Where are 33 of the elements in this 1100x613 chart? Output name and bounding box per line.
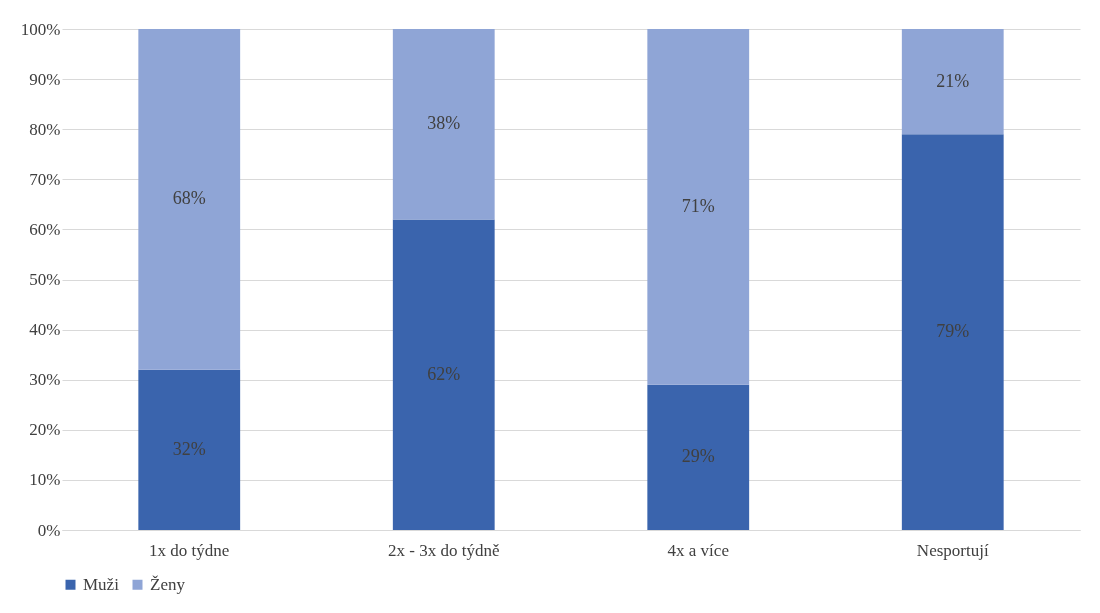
legend-label: Ženy: [150, 574, 186, 594]
y-tick-label: 50%: [29, 270, 61, 289]
bar: [647, 29, 750, 385]
y-tick-label: 100%: [20, 19, 61, 39]
y-tick-label: 80%: [29, 119, 61, 139]
x-tick-label: 2x - 3x do týdně: [388, 540, 500, 560]
y-tick-label: 0%: [37, 520, 61, 540]
y-tick-label: 20%: [29, 420, 61, 440]
y-tick-label: 70%: [29, 169, 61, 189]
data-label: 32%: [172, 438, 206, 459]
x-tick-label: 4x a více: [667, 540, 729, 560]
y-tick-label: 40%: [29, 320, 61, 340]
data-label: 29%: [681, 446, 715, 467]
y-tick-label: 60%: [29, 219, 61, 239]
y-tick-label: 90%: [29, 69, 61, 89]
x-tick-label: Nesportují: [916, 540, 989, 560]
bar: [647, 384, 750, 530]
y-tick-label: 30%: [29, 370, 61, 390]
bar: [392, 219, 495, 530]
bar: [392, 29, 495, 220]
data-label: 71%: [681, 195, 715, 216]
data-label: 68%: [172, 188, 206, 209]
bar: [901, 29, 1004, 135]
y-tick-label: 10%: [29, 470, 61, 490]
bar: [901, 134, 1004, 530]
bar: [138, 29, 241, 370]
legend-label: Muži: [83, 574, 120, 594]
x-tick-label: 1x do týdne: [149, 540, 230, 560]
data-label: 79%: [936, 321, 970, 342]
data-label: 21%: [936, 70, 970, 91]
data-label: 62%: [427, 363, 461, 384]
bar: [138, 369, 241, 530]
data-label: 38%: [427, 113, 461, 134]
